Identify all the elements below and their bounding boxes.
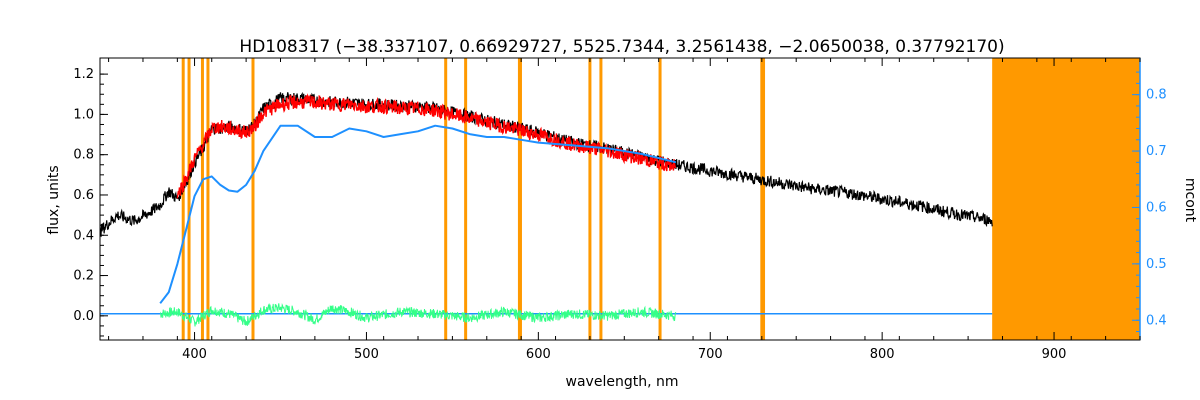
x-tick-label-3: 700 [698, 347, 723, 362]
masked-line-1 [187, 58, 191, 340]
y2-tick-label-1: 0.5 [1146, 257, 1167, 272]
chart-title: HD108317 (−38.337107, 0.66929727, 5525.7… [239, 37, 1004, 57]
y2-tick-label-3: 0.7 [1146, 144, 1167, 159]
y2-tick-label-4: 0.8 [1146, 88, 1167, 103]
y-tick-label-4: 0.8 [73, 148, 94, 163]
y-axis-label: flux, units [46, 165, 62, 234]
x-tick-label-0: 400 [182, 347, 207, 362]
x-tick-label-2: 600 [526, 347, 551, 362]
masked-line-0 [181, 58, 185, 340]
y-tick-label-2: 0.4 [73, 228, 94, 243]
masked-line-5 [444, 58, 448, 340]
masked-line-2 [200, 58, 204, 340]
y2-tick-label-2: 0.6 [1146, 200, 1167, 215]
y-tick-label-3: 0.6 [73, 188, 94, 203]
masked-line-10 [599, 58, 603, 340]
y-tick-label-5: 1.0 [73, 107, 94, 122]
masked-line-11 [658, 58, 662, 340]
y-tick-label-6: 1.2 [73, 67, 94, 82]
y-tick-label-0: 0.0 [73, 309, 94, 324]
plot-area: 400 500 600 700 800 900 0.0 0.2 0.4 0.6 0.8 1.0 1.2 0… [73, 57, 1167, 362]
masked-line-4 [251, 58, 255, 340]
x-tick-label-5: 900 [1042, 347, 1067, 362]
y-tick-label-1: 0.2 [73, 269, 94, 284]
masked-line-3 [206, 58, 210, 340]
x-axis-label: wavelength, nm [566, 374, 679, 390]
masked-line-12 [760, 58, 764, 340]
series-observed [100, 91, 993, 238]
plot-frame [99, 57, 1141, 341]
x-tick-label-4: 800 [870, 347, 895, 362]
y2-tick-label-0: 0.4 [1146, 313, 1167, 328]
x-tick-label-1: 500 [354, 347, 379, 362]
masked-line-9 [588, 58, 592, 340]
series-continuum [159, 124, 677, 304]
series-model [176, 93, 677, 199]
masked-region [992, 58, 1140, 340]
masked-line-8 [518, 58, 522, 340]
y2-axis-label: mcont [1182, 178, 1198, 223]
masked-line-6 [464, 58, 468, 340]
series-residual [159, 302, 677, 327]
plot-data-group [100, 58, 1140, 340]
masked-line-13 [762, 58, 766, 340]
